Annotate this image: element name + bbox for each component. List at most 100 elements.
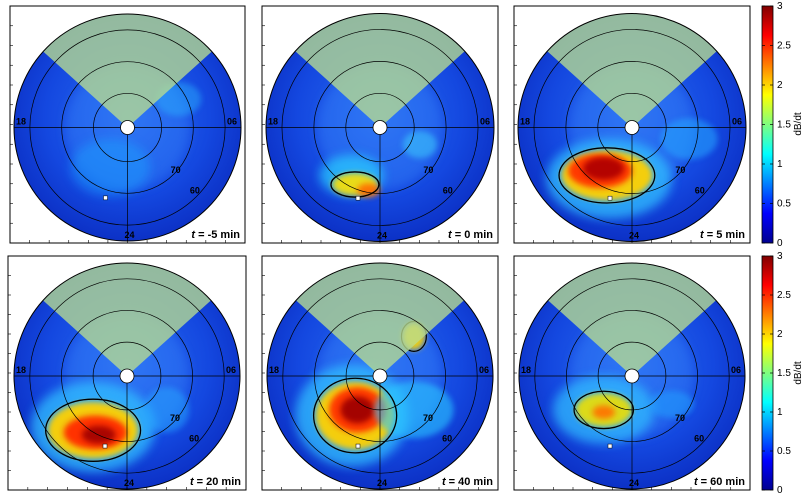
colorbar-tick-label: 2 xyxy=(777,80,783,91)
contour-1.5 xyxy=(312,377,398,454)
panel-1: 18 06 24 70 60 t = -5 min xyxy=(9,5,246,244)
station-marker xyxy=(103,195,108,201)
time-label-var: t xyxy=(694,476,699,488)
colorbar-tick-label: 3 xyxy=(777,1,783,12)
pole-marker xyxy=(372,120,388,135)
mlt-label-24: 24 xyxy=(125,230,135,240)
station-marker xyxy=(102,443,108,449)
mlt-label-24: 24 xyxy=(629,231,639,241)
colorbar-top: 0 0.5 1 1.5 2 2.5 3 dB/dt xyxy=(761,1,804,249)
panel-3: 18 06 24 70 60 t = 5 min xyxy=(513,5,751,244)
time-label: t = 20 min xyxy=(190,476,241,488)
heat-layer xyxy=(519,263,745,444)
mlt-label-18: 18 xyxy=(520,117,530,127)
lat-label-60: 60 xyxy=(443,186,453,196)
heat-layer xyxy=(518,13,746,219)
mlt-label-06: 06 xyxy=(227,117,237,127)
mlt-label-18: 18 xyxy=(268,117,278,127)
colorbar-bottom-label: dB/dt xyxy=(793,361,804,385)
mlt-label-24: 24 xyxy=(377,478,387,488)
colorbar-tick-label: 0.5 xyxy=(777,199,791,210)
contour-1.5 xyxy=(330,171,380,198)
station-marker xyxy=(355,195,361,201)
heat-blob xyxy=(70,138,151,196)
mlt-label-18: 18 xyxy=(269,365,279,375)
time-label: t = 5 min xyxy=(700,229,745,241)
mlt-label-06: 06 xyxy=(732,117,742,127)
time-label-var: t xyxy=(190,476,195,488)
heat-blob xyxy=(582,157,625,180)
panel-4: 18 06 24 70 60 t = 20 min xyxy=(7,255,247,491)
heat-blob xyxy=(648,390,695,418)
lat-label-70: 70 xyxy=(170,413,180,423)
colorbar-tick-label: 0 xyxy=(777,485,783,496)
heat-layer xyxy=(14,263,240,473)
mlt-label-24: 24 xyxy=(124,478,134,488)
lat-label-70: 70 xyxy=(423,165,433,175)
contour-1.5 xyxy=(558,147,656,204)
time-label: t = 40 min xyxy=(442,476,493,488)
colorbar-tick-label: 2.5 xyxy=(777,41,791,52)
time-label-var: t xyxy=(442,476,447,488)
colorbar-tick-label: 0 xyxy=(777,238,783,249)
panel-6: 18 06 24 70 60 t = 60 min xyxy=(513,255,751,491)
colorbar-tick-label: 3 xyxy=(777,251,783,262)
lat-label-70: 70 xyxy=(675,413,685,423)
time-label: t = -5 min xyxy=(191,229,240,241)
heat-blob xyxy=(143,387,190,433)
mlt-label-06: 06 xyxy=(479,365,489,375)
mlt-label-06: 06 xyxy=(731,365,741,375)
mlt-label-06: 06 xyxy=(226,365,236,375)
colorbar-bottom: 0 0.5 1 1.5 2 2.5 3 dB/dt xyxy=(761,251,804,496)
mlt-label-18: 18 xyxy=(16,117,26,127)
pole-marker xyxy=(119,368,135,384)
panel-5: 18 06 24 70 60 t = 40 min xyxy=(261,255,499,491)
time-label-value: = -5 min xyxy=(195,229,240,241)
time-label-var: t xyxy=(191,229,196,241)
colorbar-tick-label: 1.5 xyxy=(777,120,791,131)
sunlit-sector xyxy=(518,13,746,128)
panel-2: 18 06 24 70 60 t = 0 min xyxy=(261,5,499,244)
colorbar-tick-label: 2 xyxy=(777,329,783,340)
colorbar-tick-label: 2.5 xyxy=(777,290,791,301)
mlt-label-18: 18 xyxy=(521,365,531,375)
lat-label-60: 60 xyxy=(442,434,452,444)
mlt-label-18: 18 xyxy=(16,365,26,375)
station-marker xyxy=(607,195,613,201)
sunlit-sector xyxy=(266,13,494,128)
time-label: t = 0 min xyxy=(448,229,493,241)
mlt-label-06: 06 xyxy=(480,117,490,127)
time-label-value: = 40 min xyxy=(446,476,494,488)
time-label-value: = 5 min xyxy=(704,229,746,241)
time-label: t = 60 min xyxy=(694,476,745,488)
mlt-label-24: 24 xyxy=(629,478,639,488)
sunlit-sector xyxy=(14,14,241,128)
pole-marker xyxy=(120,120,135,135)
sunlit-sector xyxy=(267,263,493,376)
time-label-value: = 20 min xyxy=(194,476,242,488)
time-label-var: t xyxy=(448,229,453,241)
pole-marker xyxy=(624,120,640,135)
mlt-label-24: 24 xyxy=(377,231,387,241)
colorbar-tick-label: 1 xyxy=(777,407,783,418)
colorbar-tick-label: 1.5 xyxy=(777,368,791,379)
lat-label-70: 70 xyxy=(171,165,181,175)
station-marker xyxy=(355,443,361,449)
time-label-value: = 0 min xyxy=(452,229,494,241)
heat-blob xyxy=(374,381,454,439)
time-label-value: = 60 min xyxy=(698,476,746,488)
sunlit-sector xyxy=(519,263,745,376)
pole-marker xyxy=(624,368,640,384)
heat-blob xyxy=(340,396,375,424)
lat-label-70: 70 xyxy=(423,413,433,423)
colorbar-top-label: dB/dt xyxy=(793,112,804,136)
sunlit-sector xyxy=(14,263,240,376)
lat-label-60: 60 xyxy=(694,434,704,444)
heat-blob xyxy=(402,130,437,159)
colorbar-tick-label: 0.5 xyxy=(777,446,791,457)
heat-blob xyxy=(660,118,718,160)
lat-label-60: 60 xyxy=(190,185,200,195)
contour-1.5 xyxy=(44,398,142,462)
pole-marker xyxy=(372,368,388,384)
